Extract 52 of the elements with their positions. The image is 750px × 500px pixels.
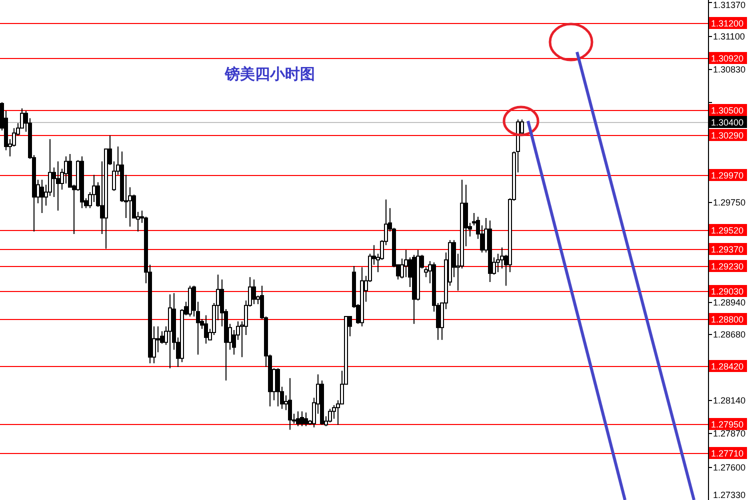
y-tick-label: 1.30830 <box>713 64 746 75</box>
ref-label: 1.28800 <box>709 313 747 325</box>
y-tick-label: 1.27600 <box>713 462 746 473</box>
ref-label: 1.29970 <box>709 169 747 181</box>
candlestick <box>304 412 308 427</box>
candlestick <box>252 279 256 305</box>
ref-label: 1.29230 <box>709 260 747 272</box>
ref-label: 1.30400 <box>709 116 747 128</box>
candlestick <box>328 408 332 423</box>
ref-label: 1.27950 <box>709 418 747 430</box>
ref-line-label: 1.31200 <box>711 18 744 29</box>
candlestick <box>404 250 408 278</box>
ref-label: 1.29520 <box>709 224 747 236</box>
ref-line-label: 1.30290 <box>711 130 744 141</box>
y-tick-label: 1.31100 <box>713 32 745 42</box>
ref-line-label: 1.30920 <box>711 54 744 64</box>
ref-label: 1.29370 <box>709 243 747 255</box>
ref-line-label: 1.29370 <box>711 244 744 255</box>
ref-line-label: 1.28420 <box>711 362 744 372</box>
y-tick-label: 1.29750 <box>713 198 746 208</box>
ref-line-label: 1.30400 <box>711 118 744 128</box>
ref-line-label: 1.30500 <box>711 106 744 116</box>
y-tick-label: 1.28940 <box>713 298 746 308</box>
candlestick <box>288 378 292 430</box>
candlestick <box>300 410 304 427</box>
y-tick-label: 1.27330 <box>713 490 746 500</box>
ref-line-label: 1.29520 <box>711 226 744 236</box>
ref-label: 1.30290 <box>709 129 747 141</box>
candlestick <box>296 410 300 427</box>
ref-label: 1.30500 <box>709 104 747 116</box>
y-tick-label: 1.28680 <box>713 330 746 340</box>
candlestick <box>56 160 60 212</box>
ref-line-label: 1.29230 <box>711 262 744 272</box>
ref-line-label: 1.29030 <box>711 286 744 297</box>
ref-line-label: 1.27710 <box>711 448 744 459</box>
ref-label: 1.29030 <box>709 285 747 297</box>
ref-label: 1.28420 <box>709 360 747 372</box>
text: 镑美四小时图 <box>224 65 315 83</box>
y-tick-label: 1.28140 <box>713 396 746 406</box>
candlestick <box>276 368 280 407</box>
ref-label: 1.30920 <box>709 52 747 64</box>
ref-line-label: 1.28800 <box>711 314 744 325</box>
y-tick-label: 1.31370 <box>713 0 746 10</box>
ref-line-label: 1.29970 <box>711 170 744 181</box>
y-tick-label: 1.27870 <box>713 428 746 439</box>
candlestick <box>204 314 208 344</box>
candlestick <box>168 294 172 369</box>
ref-label: 1.31200 <box>709 17 747 29</box>
ref-label: 1.27710 <box>709 447 747 459</box>
candlestick <box>500 247 504 269</box>
candlestick <box>40 179 44 214</box>
ref-line-label: 1.27950 <box>711 420 744 430</box>
